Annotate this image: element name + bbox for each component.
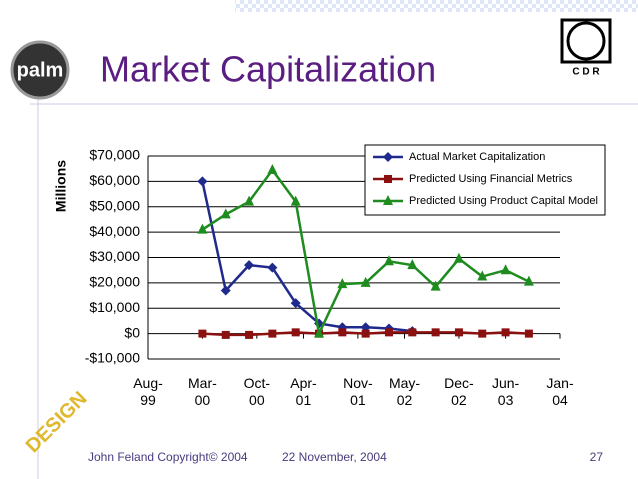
data-point — [221, 330, 230, 339]
y-tick-label: -$10,000 — [85, 350, 140, 366]
data-point — [478, 329, 487, 338]
x-tick-label: Apr-01 — [290, 375, 317, 408]
data-point — [267, 262, 278, 273]
data-point — [523, 275, 534, 286]
data-point — [477, 270, 488, 281]
footer-author: John Feland Copyright© 2004 — [88, 450, 248, 464]
data-point — [244, 195, 255, 206]
data-point — [430, 280, 441, 291]
y-tick-label: $0 — [124, 324, 140, 340]
footer-page: 27 — [590, 450, 604, 464]
x-tick-label: May-02 — [388, 375, 421, 408]
cdr-logo — [560, 18, 612, 64]
data-point — [291, 328, 300, 337]
legend-marker — [384, 175, 392, 183]
x-tick-label: Mar-00 — [188, 375, 217, 408]
cdr-logo-text: C D R — [572, 67, 600, 78]
data-point — [197, 223, 208, 234]
x-tick-label: Dec-02 — [444, 375, 474, 408]
data-point — [337, 278, 348, 289]
data-point — [314, 327, 325, 338]
data-point — [501, 328, 510, 337]
y-tick-label: $70,000 — [89, 147, 140, 163]
data-point — [361, 329, 370, 338]
legend-marker — [383, 152, 393, 162]
x-tick-label: Nov-01 — [343, 375, 373, 408]
data-point — [268, 329, 277, 338]
legend-label: Predicted Using Product Capital Model — [409, 195, 598, 207]
palm-logo — [10, 40, 70, 100]
data-point — [220, 285, 231, 296]
footer-date: 22 November, 2004 — [282, 450, 387, 464]
x-tick-label: Oct-00 — [243, 375, 271, 408]
data-point — [454, 328, 463, 337]
data-point — [384, 328, 393, 337]
y-tick-label: $20,000 — [89, 274, 140, 290]
data-point — [290, 195, 301, 206]
y-tick-label: $60,000 — [89, 172, 140, 188]
data-point — [267, 163, 278, 174]
data-point — [197, 176, 208, 187]
y-tick-label: $50,000 — [89, 197, 140, 213]
palm-logo-text: palm — [17, 59, 64, 81]
legend-label: Actual Market Capitalization — [409, 151, 545, 163]
data-point — [290, 298, 301, 309]
series-line — [201, 181, 413, 333]
y-tick-label: $40,000 — [89, 223, 140, 239]
y-tick-label: $30,000 — [89, 248, 140, 264]
data-point — [198, 329, 207, 338]
data-point — [453, 252, 464, 263]
data-point — [408, 328, 417, 337]
design-logo: DESIGN — [22, 387, 92, 457]
x-tick-label: Jan-04 — [546, 375, 574, 408]
data-point — [383, 255, 394, 266]
cdr-logo — [566, 21, 606, 61]
legend-marker — [383, 195, 393, 205]
data-point — [524, 329, 533, 338]
header-pattern — [235, 0, 638, 12]
data-point — [360, 276, 371, 287]
data-point — [431, 328, 440, 337]
data-point — [220, 208, 231, 219]
y-axis-label: Millions — [53, 160, 69, 212]
data-point — [338, 328, 347, 337]
data-point — [245, 330, 254, 339]
data-point — [244, 260, 255, 271]
y-tick-label: $10,000 — [89, 299, 140, 315]
x-tick-label: Jun-03 — [491, 375, 520, 408]
chart-title: Market Capitalization — [100, 49, 436, 90]
x-tick-label: Aug-99 — [133, 375, 163, 408]
legend — [364, 144, 606, 216]
data-point — [407, 259, 418, 270]
data-point — [500, 264, 511, 275]
legend-label: Predicted Using Financial Metrics — [409, 173, 573, 185]
